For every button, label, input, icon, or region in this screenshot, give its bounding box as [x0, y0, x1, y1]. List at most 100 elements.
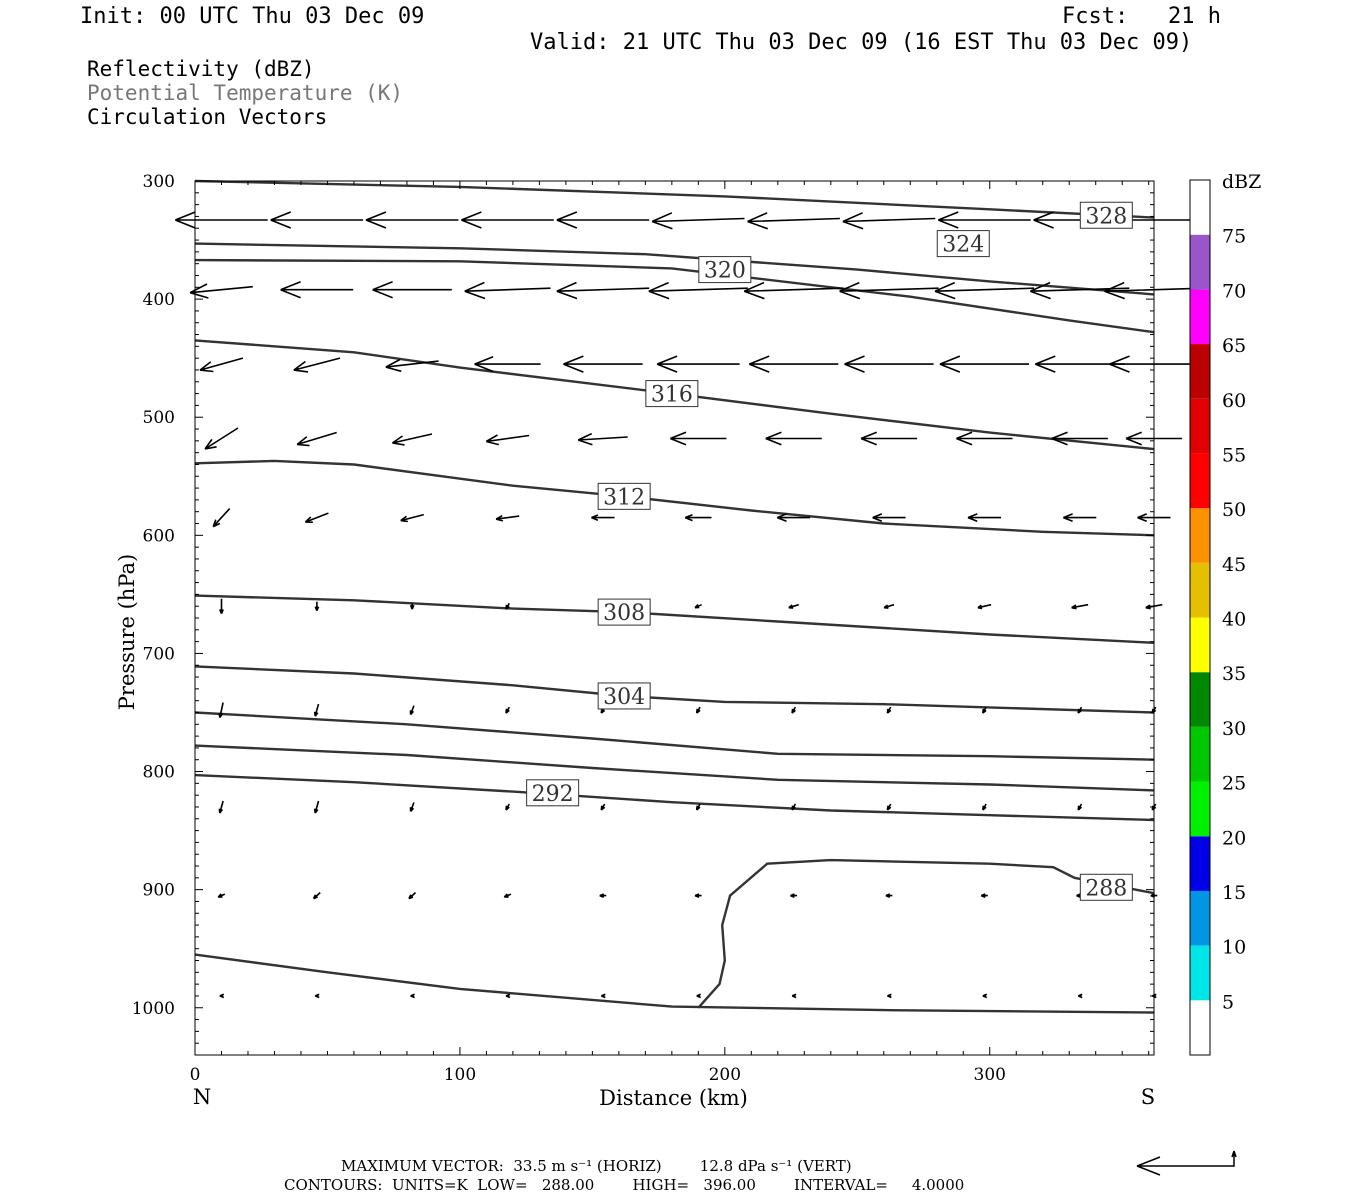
vector-arrow — [886, 803, 892, 811]
theta-contour-9 — [194, 744, 1155, 792]
theta-contour-304 — [194, 665, 1155, 714]
x-tick-label: 100 — [444, 1065, 476, 1085]
colorbar-label: 70 — [1222, 280, 1246, 302]
vector-arrow — [495, 515, 520, 522]
vector-arrow — [694, 893, 702, 898]
vector-arrow — [956, 431, 1013, 446]
colorbar-swatch — [1190, 672, 1210, 727]
contour-label-box-312 — [597, 482, 651, 510]
vector-arrow — [556, 211, 650, 229]
vector-arrow — [175, 211, 268, 229]
vector-arrow — [464, 281, 551, 300]
axes: 300 400 500 600 700 800 900 1000 0 100 200 300 N S Dis… — [115, 172, 1155, 1110]
contour-label-320: 320 — [704, 259, 746, 284]
y-tick-label: 1000 — [132, 999, 175, 1019]
colorbar-label: 10 — [1222, 937, 1246, 959]
legend-potential-temperature: Potential Temperature (K) — [87, 81, 404, 105]
colorbar-swatch — [1190, 398, 1210, 454]
vector-arrow — [385, 358, 439, 373]
vector-arrow — [409, 802, 415, 813]
theta-contour-0 — [194, 179, 1155, 219]
vector-arrow — [312, 892, 321, 900]
vector-arrow — [791, 706, 797, 714]
vector-arrow — [219, 993, 225, 999]
colorbar-swatch — [1190, 508, 1210, 563]
vector-arrow — [1077, 706, 1083, 714]
vector-arrow — [982, 993, 988, 999]
contour-label-box-288 — [1079, 873, 1133, 901]
vector-arrow — [503, 893, 512, 898]
colorbar-label: 25 — [1222, 773, 1246, 795]
vector-arrow — [313, 800, 320, 814]
vector-arrow — [199, 357, 244, 373]
vector-arrow — [365, 211, 459, 229]
vector-arrow — [695, 803, 701, 811]
vector-arrow — [977, 603, 992, 610]
vector-arrow — [408, 892, 417, 900]
vector-arrow — [217, 893, 226, 898]
theta-contours — [194, 179, 1155, 1014]
vector-arrow — [656, 355, 740, 373]
vector-arrow — [212, 508, 231, 528]
contour-label-292: 292 — [532, 782, 574, 807]
vector-arrow — [872, 513, 906, 523]
vector-arrow — [1029, 281, 1130, 300]
vector-arrow — [982, 706, 987, 714]
colorbar-swatch — [1190, 890, 1210, 946]
vector-arrow — [1077, 803, 1083, 811]
vector-arrow — [314, 601, 320, 611]
vector-arrow — [1051, 431, 1108, 446]
y-tick-label: 400 — [143, 290, 175, 310]
vector-arrow — [839, 281, 939, 300]
x-tick-label: 200 — [709, 1065, 741, 1085]
y-tick-label: 300 — [143, 172, 175, 192]
max-vector-note: MAXIMUM VECTOR: 33.5 m s⁻¹ (HORIZ) 12.8 … — [341, 1157, 852, 1175]
vector-arrow — [776, 513, 811, 523]
colorbar-swatch — [1190, 726, 1210, 782]
contour-label-324: 324 — [942, 233, 984, 258]
x-end-label-north: N — [193, 1085, 211, 1109]
colorbar-label: 50 — [1222, 499, 1246, 521]
vector-arrow — [391, 433, 433, 446]
vector-arrow — [844, 355, 934, 373]
vector-arrow — [695, 706, 701, 714]
colorbar: 5 10 15 20 25 30 35 40 45 50 55 60 65 70 75 dBZ — [1189, 171, 1261, 1056]
theta-contour-320 — [194, 258, 1155, 334]
vector-arrow — [410, 993, 415, 999]
vector-arrow — [280, 280, 354, 299]
y-tick-label: 500 — [143, 408, 175, 428]
contour-label-box-292 — [526, 779, 580, 807]
colorbar-swatch — [1190, 781, 1210, 837]
theta-contour-324 — [194, 242, 1155, 296]
colorbar-unit: dBZ — [1222, 171, 1261, 193]
vector-arrow — [204, 427, 239, 450]
colorbar-label: 15 — [1222, 882, 1246, 904]
vector-arrow — [219, 598, 224, 615]
vector-arrow — [842, 212, 936, 230]
theta-contour-292 — [194, 773, 1155, 822]
colorbar-label: 30 — [1222, 718, 1246, 740]
colorbar-label: 55 — [1222, 444, 1246, 466]
colorbar-swatch — [1190, 453, 1210, 509]
colorbar-label: 75 — [1222, 226, 1246, 248]
vector-arrow — [670, 431, 727, 446]
vector-arrow — [980, 893, 988, 898]
colorbar-swatch — [1190, 289, 1210, 345]
colorbar-swatch — [1190, 617, 1210, 673]
vector-arrow — [651, 212, 745, 230]
vector-arrow — [563, 355, 643, 373]
contour-label-box-304 — [597, 682, 651, 710]
vector-arrow — [938, 211, 1031, 229]
vector-arrow — [886, 706, 892, 714]
vector-arrow — [505, 803, 511, 811]
forecast-hour-label: Fcst: 21 h — [1062, 4, 1221, 29]
vector-arrow — [887, 993, 892, 999]
colorbar-label: 40 — [1222, 609, 1246, 631]
vector-arrow — [189, 283, 253, 299]
colorbar-swatch — [1190, 1000, 1210, 1055]
vector-arrow — [505, 993, 511, 999]
vector-arrow — [1071, 603, 1089, 610]
vector-arrow — [748, 355, 839, 373]
contour-label-328: 328 — [1085, 204, 1127, 229]
vector-arrow — [791, 803, 797, 811]
